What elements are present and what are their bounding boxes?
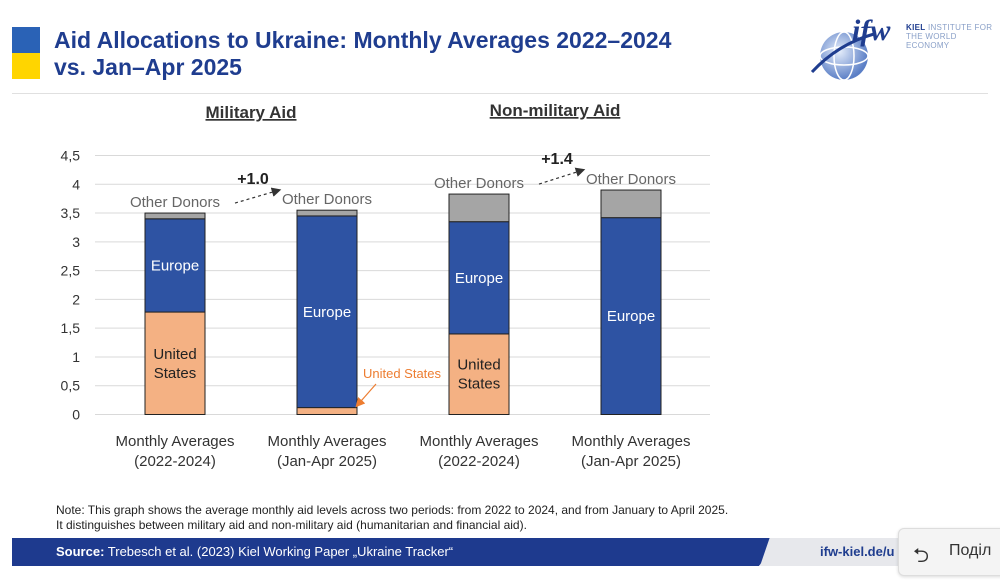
title-line-2: vs. Jan–Apr 2025 (54, 54, 242, 80)
y-tick-label: 2,5 (61, 263, 81, 279)
bar-segment-other-donors (144, 212, 206, 220)
bar-segment-europe (144, 218, 206, 313)
title-line-1: Aid Allocations to Ukraine: Monthly Aver… (54, 27, 672, 53)
logo-line1: INSTITUTE FOR (925, 23, 993, 32)
y-tick-label: 2 (72, 291, 80, 307)
x-category-label: (2022-2024) (438, 453, 520, 470)
segment-label: Europe (303, 304, 351, 321)
segment-label: Europe (607, 308, 655, 325)
delta-arrow (234, 187, 282, 204)
y-tick-label: 3 (72, 234, 80, 250)
footer-url-link[interactable]: ifw-kiel.de/u (820, 544, 895, 559)
bar-segment-europe (448, 221, 510, 335)
x-category-label: Monthly Averages (420, 433, 539, 450)
segment-label: United (153, 346, 196, 363)
y-tick-label: 3,5 (61, 205, 81, 221)
ukraine-flag-blue (12, 27, 40, 53)
y-tick-label: 0 (72, 407, 80, 423)
source-label: Source: (56, 544, 105, 559)
logo-mark: ifw (852, 14, 891, 47)
other-donors-label: Other Donors (130, 194, 220, 211)
delta-label: +1.0 (237, 171, 269, 188)
share-label: Поділ (949, 542, 992, 559)
bar-segment-other-donors (448, 193, 510, 223)
x-category-label: Monthly Averages (116, 433, 235, 450)
header-divider (12, 93, 988, 94)
delta-label: +1.4 (541, 151, 573, 168)
logo-line2: THE WORLD ECONOMY (906, 32, 957, 50)
logo-kiel: KIEL (906, 23, 926, 32)
group-title: Non-military Aid (490, 101, 621, 120)
segment-label: Europe (455, 270, 503, 287)
segment-label: States (458, 376, 501, 393)
bar-segment-other-donors (296, 209, 358, 217)
bar-segment-other-donors (600, 189, 662, 219)
us-callout-arrow (355, 383, 377, 408)
bar-segment-united-states (144, 311, 206, 416)
y-tick-label: 0,5 (61, 378, 81, 394)
logo-text: KIEL INSTITUTE FOR THE WORLD ECONOMY (906, 23, 998, 50)
other-donors-label: Other Donors (282, 191, 372, 208)
footer-source-bar: Source: Trebesch et al. (2023) Kiel Work… (12, 538, 782, 566)
x-category-label: (Jan-Apr 2025) (581, 453, 681, 470)
aid-chart: 0 0,5 1 1,5 2 2,5 3 3,5 4 4,5 Military Aid Non-mili… (61, 101, 710, 470)
source-text-wrap: Source: Trebesch et al. (2023) Kiel Work… (56, 544, 453, 559)
share-button[interactable]: ⮌ Поділ (898, 528, 1000, 576)
note-line-2: It distinguishes between military aid an… (56, 517, 527, 532)
chart-note: Note: This graph shows the average month… (56, 503, 728, 532)
bar-segment-united-states (296, 407, 358, 415)
y-tick-label: 1,5 (61, 320, 81, 336)
x-category-label: (2022-2024) (134, 453, 216, 470)
segment-label: States (154, 365, 197, 382)
bar-segment-united-states (448, 333, 510, 415)
segment-label: Europe (151, 257, 199, 274)
delta-arrow (538, 167, 586, 185)
other-donors-label: Other Donors (434, 175, 524, 192)
other-donors-label: Other Donors (586, 171, 676, 188)
x-category-label: (Jan-Apr 2025) (277, 453, 377, 470)
y-tick-label: 4 (72, 176, 80, 192)
segment-label: United (457, 357, 500, 374)
ukraine-flag-yellow (12, 53, 40, 79)
note-line-1: Note: This graph shows the average month… (56, 503, 729, 517)
us-callout-label: United States (363, 366, 442, 381)
bar-segment-europe (600, 217, 662, 415)
share-icon: ⮌ (913, 545, 930, 567)
globe-icon (810, 31, 875, 81)
x-category-label: Monthly Averages (572, 433, 691, 450)
group-title: Military Aid (206, 103, 297, 122)
page-title: Aid Allocations to Ukraine: Monthly Aver… (54, 27, 671, 81)
y-tick-label: 1 (72, 349, 80, 365)
bar-segment-europe (296, 215, 358, 409)
x-category-label: Monthly Averages (268, 433, 387, 450)
ifw-logo: ifw KIEL INSTITUTE FOR THE WORLD ECONOMY (808, 14, 998, 86)
source-text: Trebesch et al. (2023) Kiel Working Pape… (104, 544, 454, 559)
y-tick-label: 4,5 (61, 148, 81, 164)
